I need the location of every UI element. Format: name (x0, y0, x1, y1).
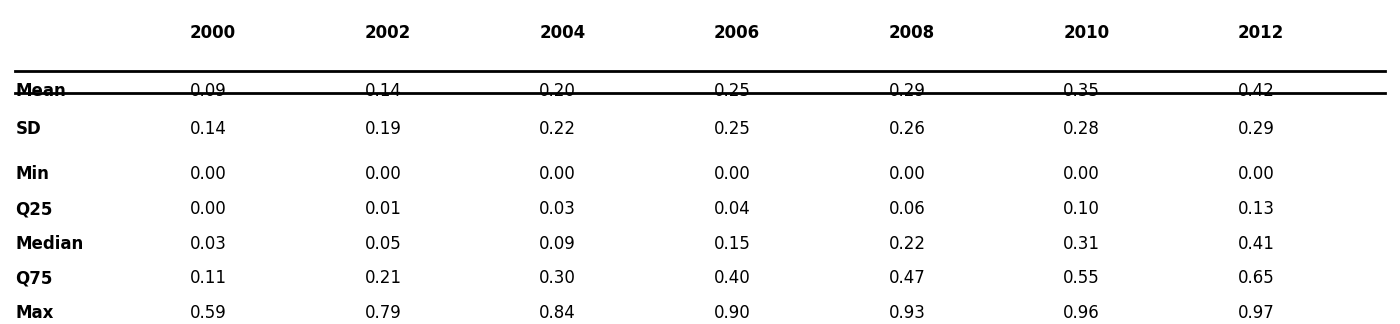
Text: 2002: 2002 (364, 24, 412, 42)
Text: 0.06: 0.06 (889, 200, 925, 218)
Text: 0.15: 0.15 (714, 235, 750, 253)
Text: 0.00: 0.00 (889, 166, 925, 183)
Text: Median: Median (15, 235, 84, 253)
Text: SD: SD (15, 120, 41, 138)
Text: 0.25: 0.25 (714, 120, 750, 138)
Text: 0.59: 0.59 (190, 304, 227, 322)
Text: 0.19: 0.19 (364, 120, 402, 138)
Text: 0.05: 0.05 (364, 235, 402, 253)
Text: 0.41: 0.41 (1238, 235, 1275, 253)
Text: Min: Min (15, 166, 49, 183)
Text: 0.21: 0.21 (364, 269, 402, 287)
Text: 0.93: 0.93 (889, 304, 925, 322)
Text: 0.29: 0.29 (1238, 120, 1275, 138)
Text: 2012: 2012 (1238, 24, 1284, 42)
Text: 2010: 2010 (1063, 24, 1109, 42)
Text: 0.40: 0.40 (714, 269, 750, 287)
Text: 0.84: 0.84 (539, 304, 575, 322)
Text: 0.31: 0.31 (1063, 235, 1100, 253)
Text: 0.00: 0.00 (364, 166, 402, 183)
Text: 0.20: 0.20 (539, 82, 577, 100)
Text: 0.90: 0.90 (714, 304, 750, 322)
Text: 0.14: 0.14 (190, 120, 227, 138)
Text: 0.00: 0.00 (1238, 166, 1274, 183)
Text: 0.79: 0.79 (364, 304, 402, 322)
Text: 0.55: 0.55 (1063, 269, 1100, 287)
Text: 0.01: 0.01 (364, 200, 402, 218)
Text: 0.09: 0.09 (539, 235, 575, 253)
Text: 0.30: 0.30 (539, 269, 577, 287)
Text: Max: Max (15, 304, 53, 322)
Text: 2008: 2008 (889, 24, 935, 42)
Text: 0.00: 0.00 (1063, 166, 1100, 183)
Text: 0.00: 0.00 (190, 200, 227, 218)
Text: 2004: 2004 (539, 24, 585, 42)
Text: 0.25: 0.25 (714, 82, 750, 100)
Text: 0.22: 0.22 (889, 235, 925, 253)
Text: 0.14: 0.14 (364, 82, 402, 100)
Text: 0.03: 0.03 (539, 200, 577, 218)
Text: 0.35: 0.35 (1063, 82, 1100, 100)
Text: 0.42: 0.42 (1238, 82, 1275, 100)
Text: Q25: Q25 (15, 200, 53, 218)
Text: 0.00: 0.00 (714, 166, 750, 183)
Text: 0.00: 0.00 (190, 166, 227, 183)
Text: 2006: 2006 (714, 24, 760, 42)
Text: 0.96: 0.96 (1063, 304, 1100, 322)
Text: 0.11: 0.11 (190, 269, 227, 287)
Text: Q75: Q75 (15, 269, 53, 287)
Text: 0.28: 0.28 (1063, 120, 1100, 138)
Text: 0.47: 0.47 (889, 269, 925, 287)
Text: 0.97: 0.97 (1238, 304, 1274, 322)
Text: 0.22: 0.22 (539, 120, 577, 138)
Text: 0.65: 0.65 (1238, 269, 1274, 287)
Text: 0.13: 0.13 (1238, 200, 1275, 218)
Text: 0.29: 0.29 (889, 82, 925, 100)
Text: 0.26: 0.26 (889, 120, 925, 138)
Text: 0.00: 0.00 (539, 166, 575, 183)
Text: 0.09: 0.09 (190, 82, 227, 100)
Text: 0.04: 0.04 (714, 200, 750, 218)
Text: Mean: Mean (15, 82, 66, 100)
Text: 0.03: 0.03 (190, 235, 227, 253)
Text: 0.10: 0.10 (1063, 200, 1100, 218)
Text: 2000: 2000 (190, 24, 237, 42)
